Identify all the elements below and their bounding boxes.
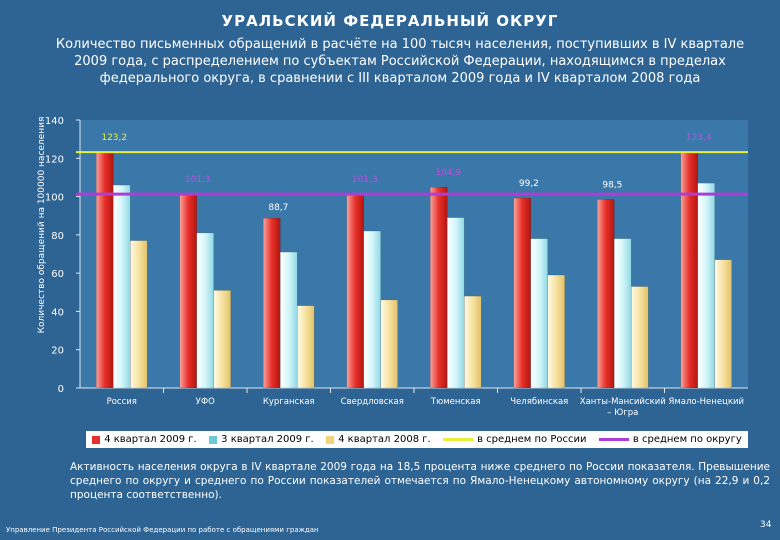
legend-line-purple [598,438,629,441]
legend-swatch-yellow [326,435,335,444]
legend-item-q4-2008: 4 квартал 2008 г. [326,434,431,445]
bar-q4-2008 [631,286,649,389]
data-label: 123,4 [686,133,712,143]
data-label: 104,9 [435,168,461,178]
bar-chart: 0 20 40 60 80 100 120 140 123,2 101,3 88,7 101,3 10… [45,116,748,418]
category-label: УФО [196,397,215,407]
legend-label: 3 квартал 2009 г. [221,434,314,445]
bar-q4-2008 [380,299,398,389]
data-label: 123,2 [101,133,127,143]
bar-q3-2009 [614,238,632,389]
bar-q4-2008 [547,274,565,389]
data-label: 99,2 [519,179,539,189]
category-label: Свердловская [341,397,404,407]
y-tick-label: 20 [51,346,64,357]
category-label: – Югра [607,408,638,418]
chart-subtitle: Количество письменных обращений в расчёт… [55,37,745,86]
data-label: 98,5 [602,180,622,190]
data-label: 88,7 [268,203,288,213]
bar-q4-2009 [346,193,364,389]
legend-item-russia-avg: в среднем по России [443,434,586,445]
category-label: Ханты-Мансийский [580,397,666,407]
bar-q4-2009 [263,217,281,389]
y-tick-label: 60 [51,269,64,280]
legend-label: 4 квартал 2009 г. [104,434,197,445]
legend-line-yellow [443,438,474,441]
y-tick-label: 100 [45,193,64,204]
category-label: Тюменская [430,397,481,407]
bar-q4-2008 [130,240,148,389]
category-label: Ямало-Ненецкий [668,397,744,407]
y-tick-label: 0 [58,384,64,395]
bar-q4-2009 [597,199,615,389]
category-label: Россия [107,397,137,407]
legend-item-district-avg: в среднем по округу [598,434,742,445]
bar-q4-2009 [513,197,531,389]
bar-q4-2009 [680,151,698,389]
bar-q3-2009 [697,182,715,389]
bar-q4-2008 [297,305,315,389]
y-tick-label: 140 [45,116,64,127]
page-number: 34 [760,520,772,530]
y-tick-label: 80 [51,231,64,242]
bar-q4-2008 [213,290,231,389]
legend-label: в среднем по округу [632,434,742,445]
bar-q4-2009 [430,186,448,389]
bar-q3-2009 [530,238,548,389]
bar-q4-2009 [179,193,197,389]
bar-q4-2008 [714,259,732,389]
legend-item-q3-2009: 3 квартал 2009 г. [209,434,314,445]
bar-q3-2009 [113,184,131,389]
bar-q3-2009 [196,232,214,389]
legend-swatch-cyan [209,435,218,444]
bar-q3-2009 [363,230,381,389]
bar-q4-2008 [464,295,482,389]
bar-q3-2009 [280,251,298,389]
chart-legend: 4 квартал 2009 г. 3 квартал 2009 г. 4 кв… [86,431,748,448]
legend-item-q4-2009: 4 квартал 2009 г. [92,434,197,445]
legend-label: 4 квартал 2008 г. [338,434,431,445]
summary-note: Активность населения округа в IV квартал… [70,461,770,501]
bar-q4-2009 [96,151,114,389]
y-tick-label: 40 [51,307,64,318]
footer-text: Управление Президента Российской Федерац… [6,526,319,534]
data-label: 101,3 [352,175,378,185]
legend-swatch-red [92,435,101,444]
slide-title: УРАЛЬСКИЙ ФЕДЕРАЛЬНЫЙ ОКРУГ [221,12,559,30]
legend-label: в среднем по России [477,434,587,445]
y-tick-label: 120 [45,154,64,165]
data-label: 101,3 [185,175,211,185]
category-label: Челябинская [510,397,568,407]
bar-q3-2009 [447,217,465,389]
category-label: Курганская [263,397,315,407]
